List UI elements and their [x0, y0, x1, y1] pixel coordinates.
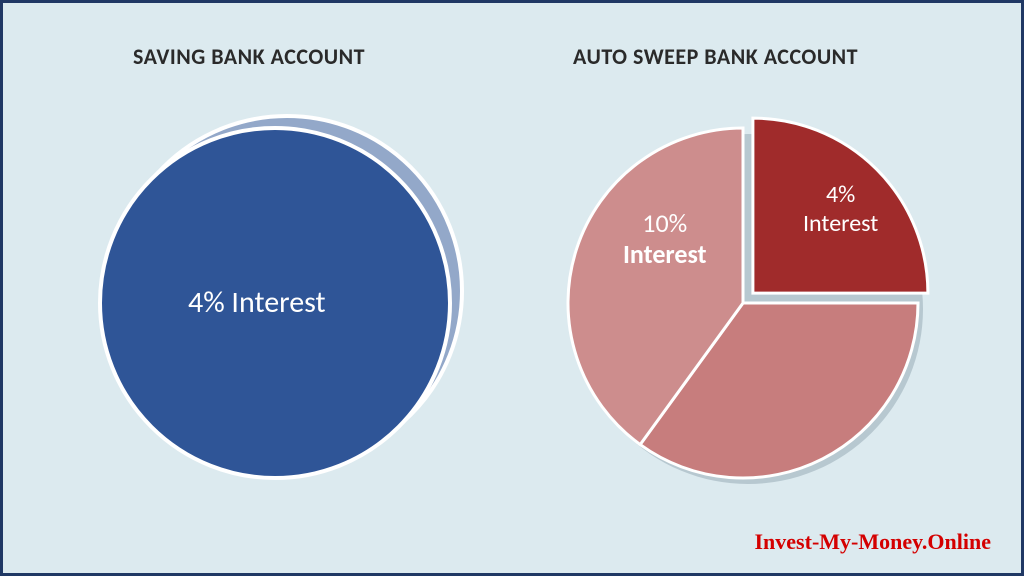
label-line1: 4% — [826, 180, 855, 209]
chart-canvas: SAVING BANK ACCOUNT 4% Interest AUTO SWE… — [0, 0, 1024, 576]
label-line1: 10% — [642, 207, 687, 239]
right-pie-label-4pct: 4% Interest — [803, 181, 878, 239]
right-chart-title: AUTO SWEEP BANK ACCOUNT — [573, 43, 858, 70]
right-pie-label-10pct: 10% Interest — [623, 208, 707, 270]
left-chart-title: SAVING BANK ACCOUNT — [133, 43, 365, 70]
right-pie — [523, 83, 963, 523]
label-line2: Interest — [623, 238, 707, 270]
left-pie-label: 4% Interest — [188, 285, 326, 321]
watermark-text: Invest-My-Money.Online — [755, 529, 992, 555]
right-pie-svg — [523, 83, 963, 523]
label-line2: Interest — [803, 209, 878, 238]
